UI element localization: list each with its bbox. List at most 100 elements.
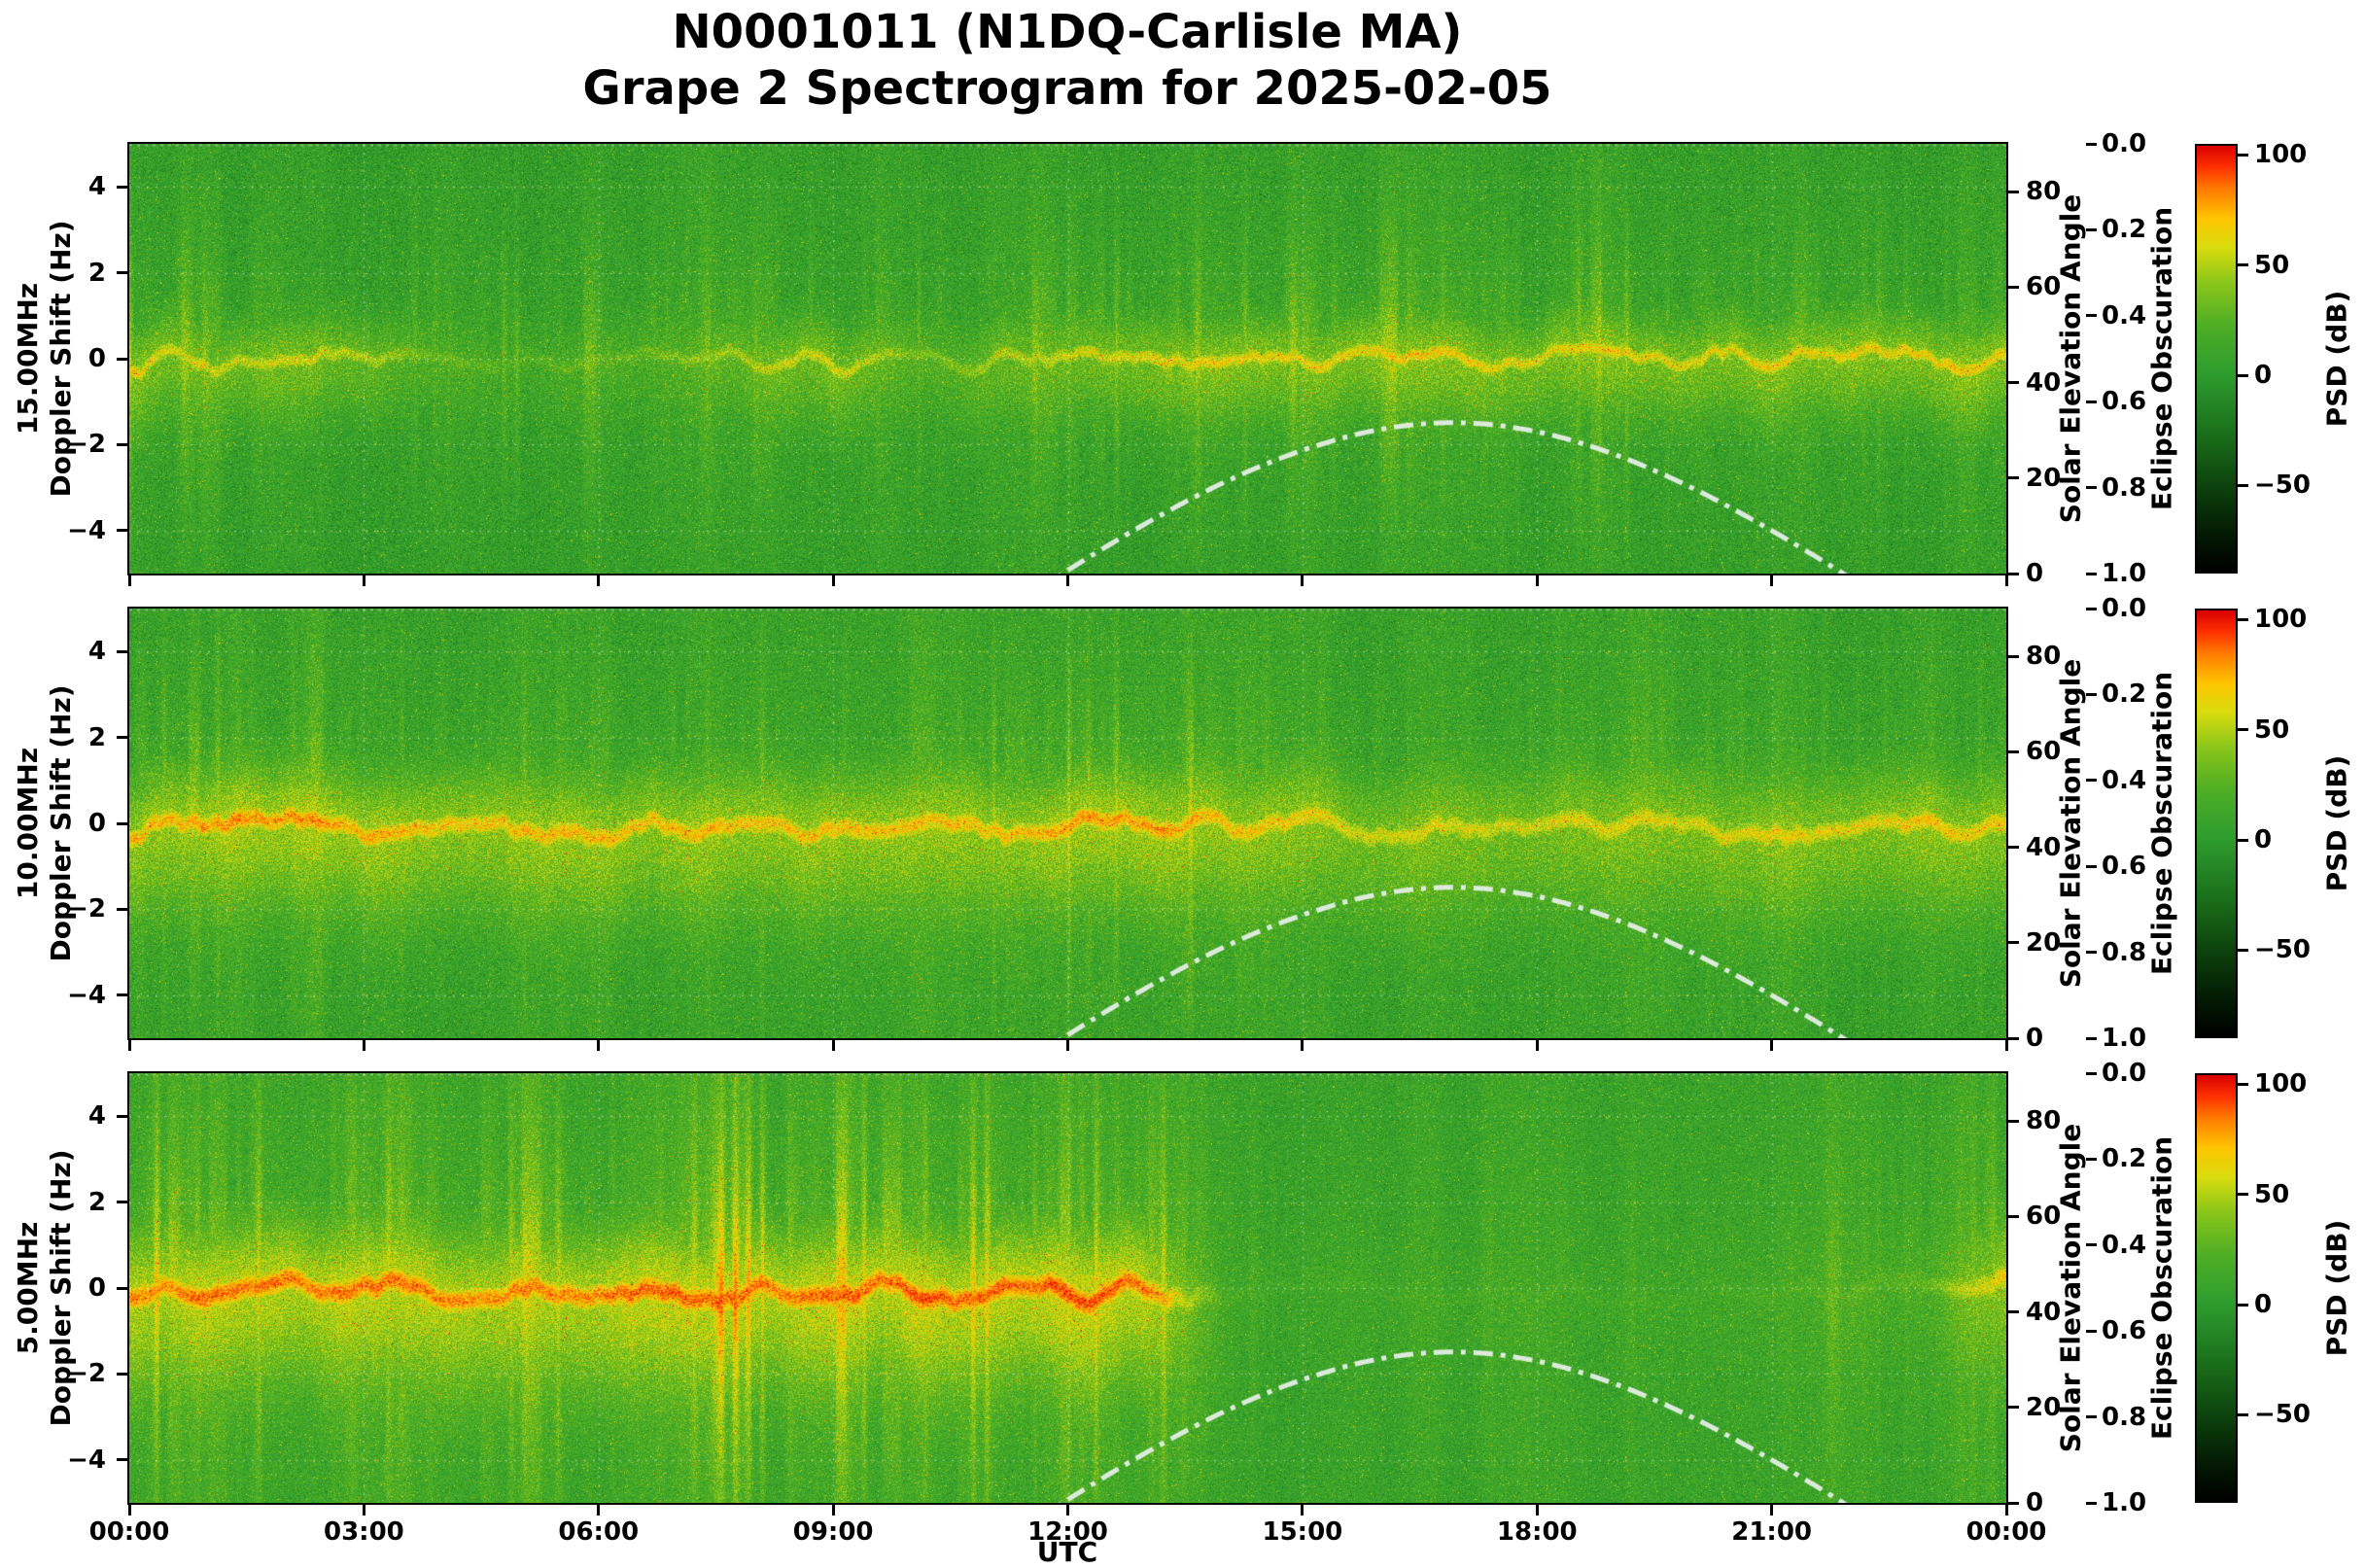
eclipse-tick-label: 0.2 [2102,1144,2147,1174]
colorbar-tick-label: −50 [2254,935,2311,965]
y-tick-mark [117,821,127,825]
plot-frame [127,607,2008,1040]
psd-axis-label: PSD (dB) [2320,290,2353,428]
solar-axis-label: Solar Elevation Angle [2054,193,2087,524]
colorbar-tick-label: 50 [2254,1179,2290,1209]
y-tick-label: 2 [87,1187,106,1217]
colorbar-tick-mark [2238,1412,2248,1416]
eclipse-tick-mark [2086,1415,2097,1419]
y-tick-label: 2 [87,722,106,752]
spectrogram-canvas-5mhz [129,1073,2006,1503]
eclipse-tick-mark [2086,1501,2097,1505]
colorbar-tick-mark [2238,373,2248,377]
x-tick-mark [1770,1040,1774,1051]
solar-tick-label: 80 [2026,177,2062,207]
psd-colorbar [2195,144,2238,574]
solar-tick-label: 40 [2026,1297,2062,1327]
psd-colorbar [2195,1073,2238,1503]
eclipse-axis-label: Eclipse Obscuration [2145,671,2178,976]
solar-tick-label: 80 [2026,1106,2062,1136]
y-tick-mark [117,357,127,361]
eclipse-tick-mark [2086,779,2097,783]
eclipse-tick-label: 0.2 [2102,215,2147,245]
eclipse-tick-mark [2086,227,2097,231]
colorbar-tick-mark [2238,153,2248,157]
eclipse-tick-label: 0.6 [2102,387,2147,417]
eclipse-tick-mark [2086,314,2097,318]
eclipse-tick-label: 1.0 [2102,1488,2147,1517]
eclipse-axis-label: Eclipse Obscuration [2145,1135,2178,1441]
y-tick-mark [117,271,127,275]
solar-tick-mark [2008,476,2019,480]
x-tick-mark [1301,575,1304,586]
x-tick-mark [362,575,365,586]
solar-tick-mark [2008,1406,2019,1410]
eclipse-tick-mark [2086,607,2097,610]
solar-tick-mark [2008,190,2019,193]
x-tick-mark [831,575,835,586]
colorbar-tick-mark [2238,948,2248,952]
eclipse-tick-label: 0.8 [2102,472,2147,503]
solar-tick-mark [2008,285,2019,289]
y-tick-mark [117,1458,127,1462]
eclipse-tick-mark [2086,486,2097,490]
x-tick-mark [2004,575,2008,586]
solar-tick-label: 80 [2026,642,2062,672]
eclipse-tick-label: 0.6 [2102,852,2147,882]
psd-axis-label: PSD (dB) [2320,1219,2353,1357]
x-tick-label: 09:00 [792,1517,874,1547]
colorbar-tick-mark [2238,1082,2248,1086]
y-tick-label: −4 [67,980,106,1010]
solar-axis-label: Solar Elevation Angle [2054,1123,2087,1453]
psd-axis-label: PSD (dB) [2320,754,2353,892]
x-tick-label: 06:00 [558,1517,640,1547]
x-tick-label: 00:00 [1965,1517,2047,1547]
spectrogram-canvas-15mhz [129,144,2006,574]
x-tick-label: 03:00 [323,1517,404,1547]
psd-colorbar [2195,609,2238,1038]
x-tick-mark [597,1505,601,1516]
eclipse-tick-mark [2086,1157,2097,1161]
eclipse-tick-label: 0.4 [2102,1230,2147,1260]
eclipse-tick-label: 1.0 [2102,1024,2147,1053]
solar-tick-label: 0 [2026,1488,2044,1517]
solar-tick-label: 0 [2026,559,2044,588]
colorbar-tick-label: 100 [2254,1069,2308,1099]
solar-tick-mark [2008,749,2019,753]
y-tick-label: 0 [87,1273,106,1303]
solar-tick-mark [2008,572,2019,575]
y-tick-label: −4 [67,1445,106,1475]
y-tick-label: 4 [87,637,106,667]
y-tick-mark [117,907,127,911]
solar-tick-mark [2008,1310,2019,1314]
x-tick-mark [127,575,131,586]
solar-tick-mark [2008,941,2019,945]
eclipse-tick-label: 1.0 [2102,559,2147,588]
eclipse-tick-mark [2086,400,2097,403]
eclipse-tick-label: 0.8 [2102,937,2147,967]
x-tick-label: 21:00 [1731,1517,1812,1547]
eclipse-tick-label: 0.0 [2102,594,2147,623]
plot-frame [127,142,2008,575]
x-tick-label: 15:00 [1262,1517,1343,1547]
x-tick-mark [1301,1040,1304,1051]
solar-tick-mark [2008,1036,2019,1040]
x-tick-mark [2004,1040,2008,1051]
eclipse-tick-label: 0.0 [2102,1059,2147,1088]
colorbar-tick-label: 0 [2254,1290,2273,1319]
y-tick-mark [117,993,127,997]
y-tick-label: 4 [87,172,106,202]
solar-tick-label: 20 [2026,463,2062,493]
colorbar-tick-label: 100 [2254,140,2308,170]
colorbar-tick-label: −50 [2254,470,2311,501]
eclipse-tick-mark [2086,1243,2097,1247]
eclipse-tick-label: 0.4 [2102,300,2147,331]
x-tick-mark [831,1505,835,1516]
colorbar-tick-label: 100 [2254,605,2308,635]
x-tick-mark [1770,575,1774,586]
colorbar-tick-mark [2238,483,2248,487]
eclipse-axis-label: Eclipse Obscuration [2145,206,2178,511]
eclipse-tick-mark [2086,572,2097,575]
y-tick-mark [117,529,127,533]
